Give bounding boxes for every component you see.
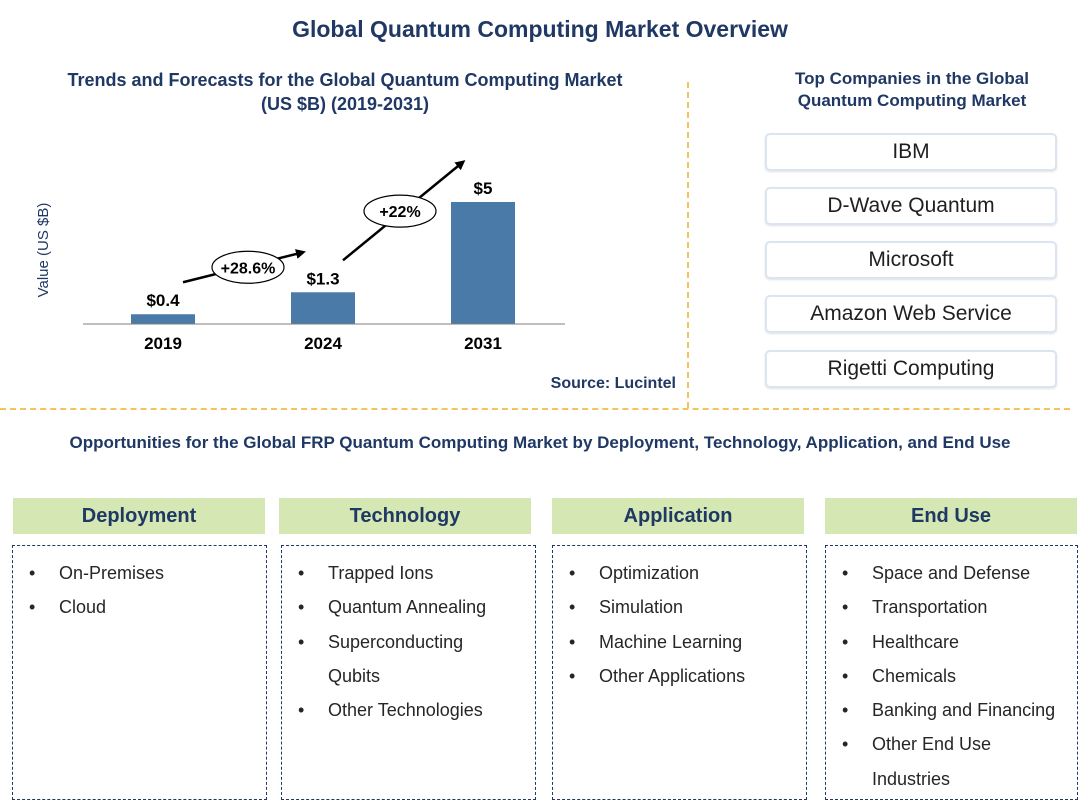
company-label: Microsoft <box>868 248 954 271</box>
companies-title-line-2: Quantum Computing Market <box>797 91 1027 110</box>
y-axis-label: Value (US $B) <box>35 203 52 298</box>
list-item: Cloud <box>23 590 260 625</box>
bar-value-label: $5 <box>474 179 493 198</box>
source-label: Source: Lucintel <box>550 375 676 392</box>
chart-title: Trends and Forecasts for the Global Quan… <box>20 68 670 116</box>
category-header-technology: Technology <box>279 498 531 534</box>
list-item: Trapped Ions <box>292 556 529 591</box>
category-header-label: Technology <box>349 504 461 527</box>
bar-2031 <box>451 202 515 324</box>
category-list: Space and Defense Transportation Healthc… <box>836 556 1071 796</box>
list-item: Healthcare <box>836 625 1071 660</box>
bar-value-label: $1.3 <box>306 269 339 288</box>
bar-value-label: $0.4 <box>146 291 180 310</box>
category-header-end-use: End Use <box>825 498 1077 534</box>
list-item: Space and Defense <box>836 556 1071 591</box>
list-item: Superconducting Qubits <box>292 625 468 694</box>
list-item: Other End Use Industries <box>836 727 1012 796</box>
list-item: Banking and Financing <box>836 693 1071 728</box>
category-box-technology: Trapped Ions Quantum Annealing Supercond… <box>281 545 536 800</box>
list-item: Other Applications <box>563 659 800 694</box>
category-list: Trapped Ions Quantum Annealing Supercond… <box>292 556 529 728</box>
list-item: Simulation <box>563 590 800 625</box>
company-box-d-wave: D-Wave Quantum <box>765 187 1057 225</box>
companies-title-line-1: Top Companies in the Global <box>795 69 1029 88</box>
x-tick-label: 2019 <box>144 334 182 353</box>
category-header-label: Deployment <box>81 504 197 527</box>
category-list: Optimization Simulation Machine Learning… <box>563 556 800 693</box>
companies-title: Top Companies in the Global Quantum Comp… <box>760 68 1064 112</box>
list-item: Optimization <box>563 556 800 591</box>
category-box-application: Optimization Simulation Machine Learning… <box>552 545 807 800</box>
list-item: Other Technologies <box>292 693 529 728</box>
category-list: On-Premises Cloud <box>23 556 260 625</box>
bar-2019 <box>131 314 195 324</box>
growth-label: +22% <box>379 204 420 221</box>
x-tick-label: 2031 <box>464 334 502 353</box>
x-tick-label: 2024 <box>304 334 342 353</box>
list-item: Transportation <box>836 590 1071 625</box>
list-item: Machine Learning <box>563 625 800 660</box>
page-title: Global Quantum Computing Market Overview <box>292 16 788 42</box>
company-label: Amazon Web Service <box>810 302 1012 325</box>
bar-2024 <box>291 292 355 324</box>
opportunities-title: Opportunities for the Global FRP Quantum… <box>69 433 1011 452</box>
list-item: Quantum Annealing <box>292 590 529 625</box>
company-box-microsoft: Microsoft <box>765 241 1057 279</box>
company-box-rigetti: Rigetti Computing <box>765 350 1057 388</box>
list-item: On-Premises <box>23 556 260 591</box>
category-header-application: Application <box>552 498 804 534</box>
vertical-divider <box>687 82 689 408</box>
category-box-end-use: Space and Defense Transportation Healthc… <box>825 545 1078 800</box>
list-item: Chemicals <box>836 659 1071 694</box>
growth-label-bubble <box>363 194 437 228</box>
category-header-deployment: Deployment <box>13 498 265 534</box>
category-header-label: End Use <box>910 504 992 527</box>
growth-label: +28.6% <box>221 260 276 277</box>
company-box-ibm: IBM <box>765 133 1057 171</box>
category-header-label: Application <box>623 504 733 527</box>
chart-title-line-1: Trends and Forecasts for the Global Quan… <box>67 70 623 90</box>
horizontal-divider <box>0 408 1070 410</box>
category-box-deployment: On-Premises Cloud <box>12 545 267 800</box>
company-label: D-Wave Quantum <box>827 194 995 217</box>
bar-chart: Value (US $B) $0.4 $1.3 $5 +28.6% +22% 2019… <box>35 160 565 353</box>
company-label: IBM <box>892 140 930 163</box>
company-box-aws: Amazon Web Service <box>765 295 1057 333</box>
chart-title-line-2: (US $B) (2019-2031) <box>260 94 430 114</box>
company-label: Rigetti Computing <box>827 357 995 380</box>
growth-label-bubble <box>211 250 285 284</box>
